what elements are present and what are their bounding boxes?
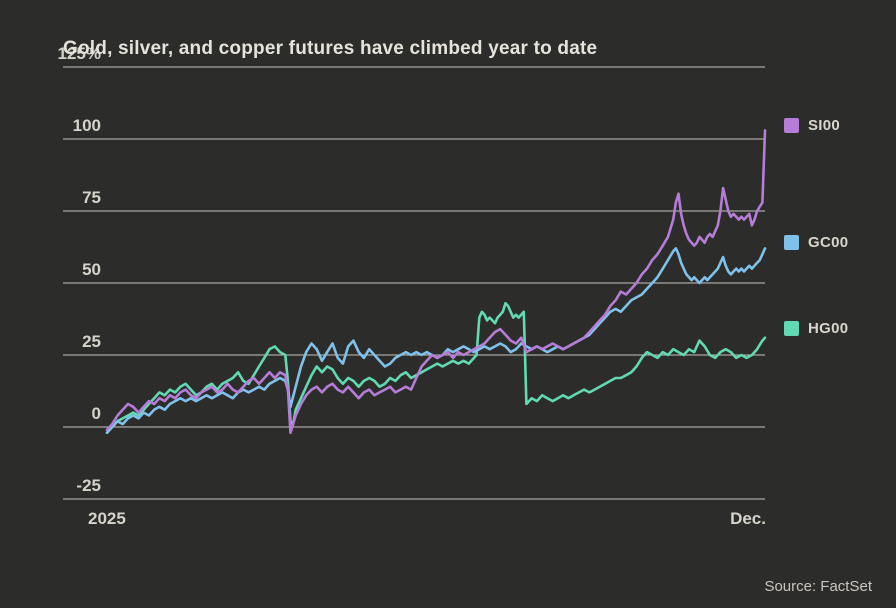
x-axis-label-start: 2025	[88, 509, 126, 528]
y-axis-label: 50	[82, 260, 101, 279]
x-axis-label-end: Dec.	[730, 509, 766, 528]
y-axis-label: 125%	[58, 44, 101, 63]
legend-swatch-si00	[784, 117, 799, 133]
legend-item-hg00: HG00	[784, 317, 848, 339]
y-axis-label: 25	[82, 332, 101, 351]
series-line-si00	[105, 129, 767, 435]
source-attribution: Source: FactSet	[764, 578, 872, 595]
series-line-hg00	[105, 301, 767, 435]
legend-swatch-gc00	[784, 234, 799, 250]
y-axis-label: 100	[73, 116, 101, 135]
chart-title: Gold, silver, and copper futures have cl…	[63, 38, 598, 59]
y-axis-label: -25	[76, 476, 101, 495]
legend-swatch-hg00	[784, 320, 799, 336]
legend-label-gc00: GC00	[808, 233, 849, 251]
legend-label-si00: SI00	[808, 116, 841, 134]
series-line-gc00	[105, 247, 767, 435]
chart-legend: SI00 GC00 HG00	[784, 0, 896, 608]
legend-item-si00: SI00	[784, 114, 840, 136]
legend-item-gc00: GC00	[784, 231, 848, 253]
y-axis-label: 75	[82, 188, 101, 207]
legend-label-hg00: HG00	[808, 319, 849, 337]
y-axis-label: 0	[92, 404, 101, 423]
